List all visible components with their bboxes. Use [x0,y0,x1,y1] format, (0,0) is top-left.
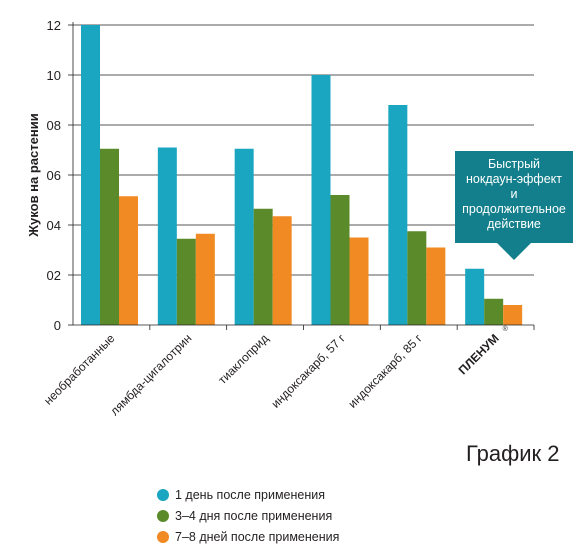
x-tick-label: индоксакарб, 57 г [268,331,348,411]
legend-label: 1 день после применения [175,487,326,502]
bar [426,247,446,325]
trademark-symbol: ® [503,325,509,333]
bar [388,105,408,325]
bar [503,305,523,325]
y-axis-label: Жуков на растении [26,113,41,237]
bar [176,238,196,325]
y-tick-label: 12 [47,18,61,33]
y-tick-label: 04 [47,218,61,233]
bar [465,268,485,325]
x-tick-label: ПЛЕНУМ [456,331,502,377]
callout-box: Быстрыйнокдаун-эффектипродолжительноедей… [455,151,573,260]
bars [81,25,523,325]
x-tick-label: лямбда-цигалотрин [107,331,194,418]
bar [407,231,427,325]
legend-swatch [157,509,169,522]
y-tick-label: 0 [54,318,61,333]
bar [119,196,138,325]
y-tick-label: 10 [47,68,61,83]
callout-text: нокдаун-эффект [466,172,562,186]
bar [349,237,369,325]
bar [100,148,119,325]
bar [253,208,273,325]
y-tick-label: 02 [47,268,61,283]
callout-text: действие [487,217,541,231]
legend-label: 3–4 дня после применения [175,508,333,523]
bar [311,75,331,325]
legend-item: 7–8 дней после применения [157,526,339,547]
y-tick-label: 08 [47,118,61,133]
axes [72,22,535,330]
callout-text: и [511,187,518,201]
legend: 1 день после применения 3–4 дня после пр… [157,484,339,547]
bar [234,148,254,325]
y-tick-label: 06 [47,168,61,183]
x-tick-label: тиаклоприд [215,331,271,387]
bar [484,298,504,325]
bar [272,216,292,325]
legend-swatch [157,530,169,543]
legend-label: 7–8 дней после применения [175,529,340,544]
chart-caption: График 2 [466,441,560,466]
bar [81,25,100,325]
bar [330,195,350,325]
bar [157,147,177,325]
callout-text: продолжительное [462,202,566,216]
y-tick-labels: 0 02 04 06 08 10 12 [47,18,61,333]
x-tick-label: индоксакарб, 85 г [345,331,425,411]
callout-text: Быстрый [488,157,540,171]
legend-item: 3–4 дня после применения [157,505,339,526]
bar [195,233,215,325]
x-tick-label: необработанные [41,331,118,408]
callout-shape [455,151,573,260]
legend-item: 1 день после применения [157,484,339,505]
legend-swatch [157,488,169,501]
